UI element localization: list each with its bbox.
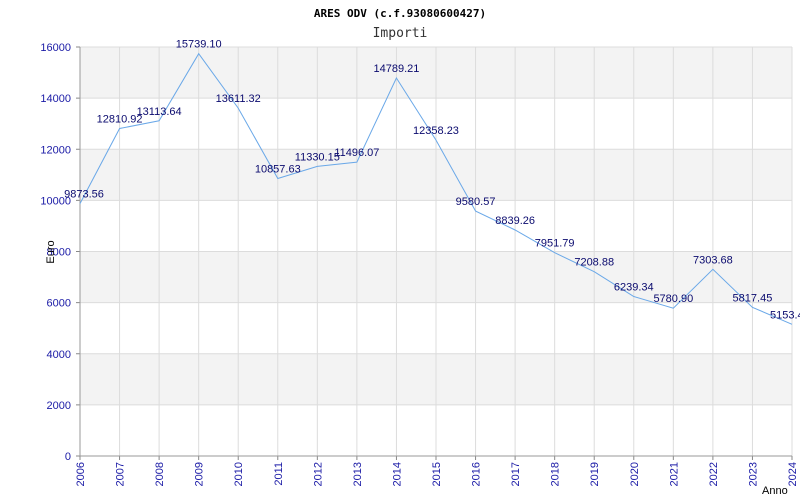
data-label: 5780.90 [653,293,693,305]
data-label: 7303.68 [693,254,733,266]
x-tick-label: 2023 [747,462,759,486]
axes [79,47,792,457]
data-label: 7208.88 [574,257,614,269]
x-tick-label: 2010 [233,462,245,486]
data-label: 7951.79 [535,238,575,250]
series-line [79,52,793,325]
y-tick-label: 8000 [47,247,71,259]
y-tick-label: 4000 [47,349,71,361]
y-tick-label: 10000 [40,195,71,207]
data-label: 5153.4 [770,309,800,321]
x-tick-label: 2017 [510,462,522,486]
data-label: 10857.63 [255,163,301,175]
data-label: 6239.34 [614,282,654,294]
y-tick-label: 0 [65,451,71,463]
x-tick-label: 2016 [471,462,483,486]
y-tick-label: 6000 [47,298,71,310]
data-label: 11496.07 [334,147,379,159]
data-label: 13113.64 [137,106,182,118]
y-tick-label: 12000 [40,144,71,156]
y-tick-labels: 0 2000 4000 6000 8000 10000 12000 14000 16000 [40,42,71,463]
x-tick-label: 2019 [589,462,601,486]
x-tick-label: 2013 [352,462,364,486]
x-tick-label: 2021 [668,462,680,486]
data-label: 5817.45 [733,292,773,304]
chart-subtitle: Importi [373,26,428,41]
x-tick-label: 2008 [154,462,166,486]
y-tick-label: 2000 [47,400,71,412]
x-tick-label: 2006 [75,462,87,486]
data-label: 14789.21 [373,63,419,75]
y-tick-label: 14000 [40,93,71,105]
y-tick-label: 16000 [40,42,71,54]
x-tick-label: 2012 [312,462,324,486]
data-label: 11330.15 [295,151,340,163]
x-tick-label: 2009 [194,462,206,486]
data-label: 13611.32 [216,93,261,105]
x-tick-label: 2015 [431,462,443,486]
x-tick-label: 2018 [550,462,562,486]
x-tick-label: 2007 [115,462,127,486]
x-axis-label: Anno [762,485,788,497]
x-tick-label: 2011 [273,462,285,486]
x-tick-labels: 2006 2007 2008 2009 2010 2011 2012 2013 2014 2015… [75,462,799,486]
chart-title: ARES ODV (c.f.93080600427) [314,7,486,20]
data-label: 12358.23 [413,125,459,137]
x-tick-label: 2020 [629,462,641,486]
data-label: 9873.56 [64,189,104,201]
x-tick-label: 2024 [787,462,799,486]
x-tick-label: 2022 [708,462,720,486]
data-label: 9580.57 [456,196,496,208]
data-label: 15739.10 [176,39,222,51]
y-axis-label: Euro [45,240,57,263]
data-label: 8839.26 [495,215,535,227]
data-label: 12810.92 [97,114,143,126]
x-tick-label: 2014 [391,462,403,486]
